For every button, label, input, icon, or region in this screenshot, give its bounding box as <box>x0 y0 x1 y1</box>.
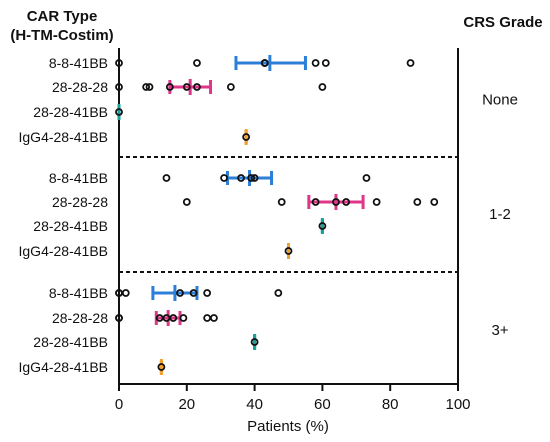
title-left-line2: (H-TM-Costim) <box>10 27 113 44</box>
x-axis-label: Patients (%) <box>247 418 329 435</box>
marks <box>115 55 439 375</box>
data-point <box>193 59 201 67</box>
row-label: IgG4-28-41BB <box>19 359 109 375</box>
x-tick-label: 0 <box>115 396 123 413</box>
data-point <box>226 83 235 91</box>
data-point <box>203 289 212 297</box>
row-label: 8-8-41BB <box>49 170 108 186</box>
x-tick-label: 60 <box>314 396 331 413</box>
crs-grade-label: None <box>482 92 518 109</box>
data-point <box>413 198 422 206</box>
data-point <box>203 314 212 322</box>
data-point <box>179 314 188 322</box>
x-tick-label: 100 <box>445 396 470 413</box>
row-label: 28-28-28 <box>52 194 108 210</box>
row-label: 28-28-41BB <box>33 218 108 234</box>
data-point <box>210 314 218 322</box>
data-point <box>242 133 251 141</box>
data-point <box>318 222 327 230</box>
data-point <box>237 174 245 182</box>
error-bar <box>234 55 307 71</box>
data-point <box>142 83 151 91</box>
data-point <box>115 83 123 91</box>
crs-grade-label: 1-2 <box>489 206 511 223</box>
data-point <box>311 198 320 206</box>
data-point <box>220 174 228 182</box>
row-label: IgG4-28-41BB <box>19 129 109 145</box>
data-point <box>362 174 371 182</box>
data-point <box>115 314 123 322</box>
row-label: IgG4-28-41BB <box>19 243 109 259</box>
data-point <box>145 83 154 91</box>
data-point <box>165 83 174 91</box>
data-point <box>260 59 269 67</box>
data-point <box>157 363 166 371</box>
data-point <box>176 289 184 297</box>
data-point <box>193 83 201 91</box>
data-point <box>430 198 439 206</box>
x-tick-label: 80 <box>382 396 399 413</box>
crs-grade-label: 3+ <box>491 322 508 339</box>
row-label: 8-8-41BB <box>49 55 108 71</box>
x-ticks: 0 20 40 60 80 100 <box>115 384 471 413</box>
data-point <box>277 198 286 206</box>
data-point <box>321 59 330 67</box>
data-point <box>274 289 283 297</box>
x-tick-label: 20 <box>178 396 195 413</box>
row-label: 28-28-28 <box>52 310 108 326</box>
data-point <box>342 198 351 206</box>
data-point <box>247 174 256 182</box>
data-point <box>115 59 123 67</box>
grade-labels: None 1-2 3+ <box>482 92 518 340</box>
data-point <box>332 198 340 206</box>
data-point <box>284 247 293 255</box>
data-point <box>169 314 178 322</box>
data-point <box>311 59 320 67</box>
title-left-line1: CAR Type <box>27 8 98 25</box>
data-point <box>121 289 130 297</box>
data-point <box>372 198 381 206</box>
title-right: CRS Grade <box>463 14 542 31</box>
error-bar <box>307 194 365 210</box>
row-label: 28-28-41BB <box>33 104 108 120</box>
x-tick-label: 40 <box>246 396 263 413</box>
row-label: 28-28-28 <box>52 79 108 95</box>
data-point <box>250 174 259 182</box>
data-point <box>115 108 123 116</box>
data-point <box>406 59 415 67</box>
data-point <box>318 83 327 91</box>
data-point <box>182 198 191 206</box>
row-label: 8-8-41BB <box>49 285 108 301</box>
error-bar <box>225 170 274 186</box>
data-point <box>250 338 259 346</box>
row-labels: 8-8-41BB 28-28-28 28-28-41BB IgG4-28-41BB 8-… <box>19 55 109 375</box>
data-point <box>162 174 171 182</box>
data-point <box>182 83 191 91</box>
row-label: 28-28-41BB <box>33 334 108 350</box>
data-point <box>189 289 198 297</box>
